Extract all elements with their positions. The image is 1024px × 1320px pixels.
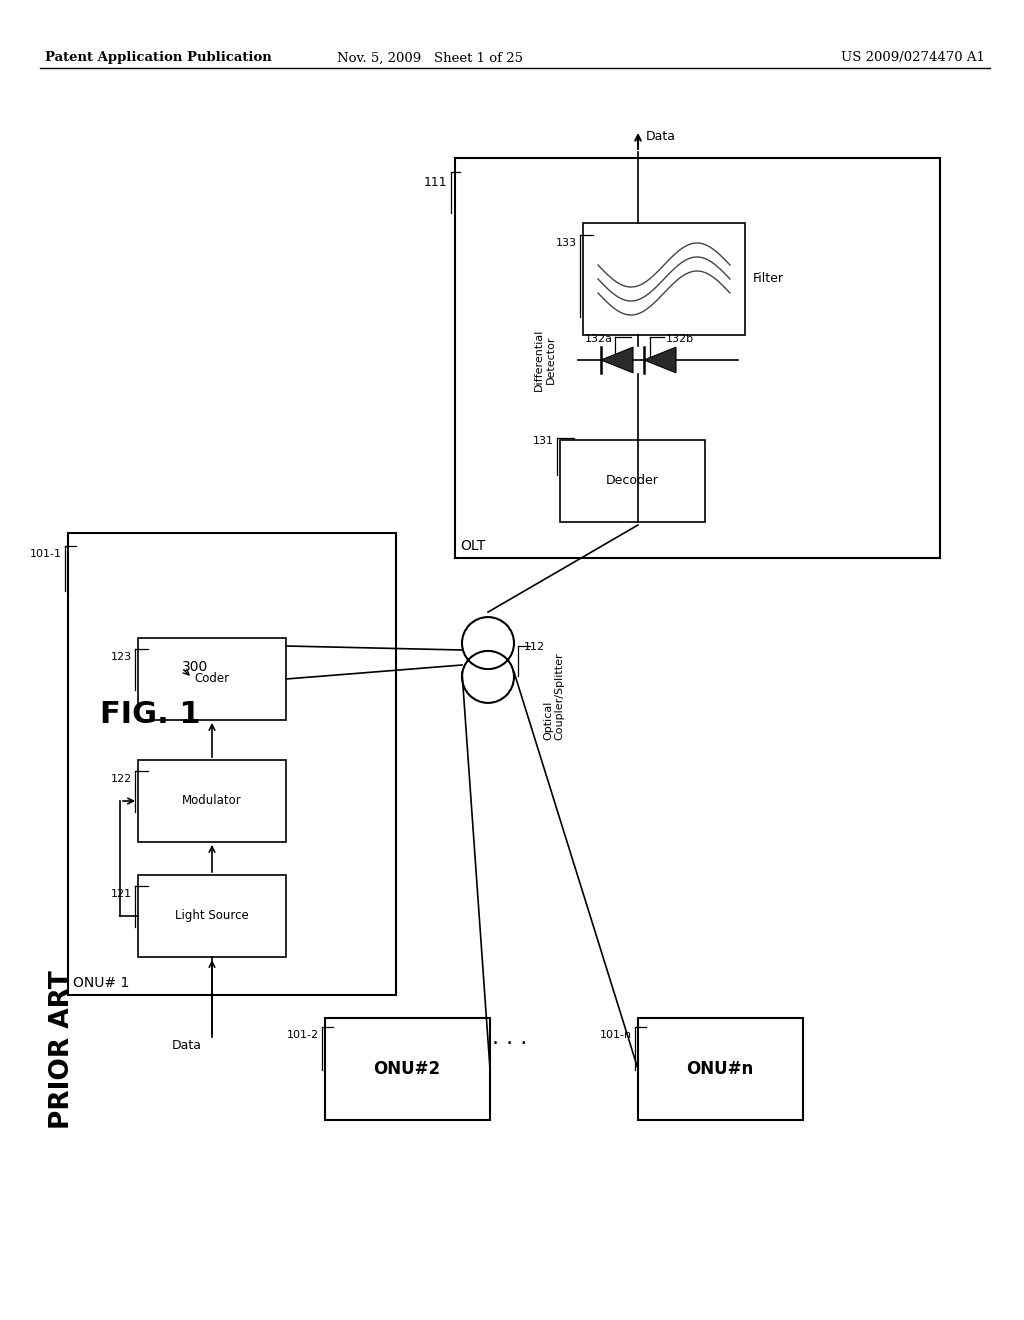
Text: ONU# 1: ONU# 1 (73, 975, 129, 990)
Polygon shape (601, 347, 633, 372)
Bar (68, 533, 396, 995)
Text: 121: 121 (111, 888, 132, 899)
Polygon shape (644, 347, 676, 372)
Text: 132b: 132b (666, 334, 694, 345)
Text: Modulator: Modulator (182, 795, 242, 808)
Bar (638, 1018, 803, 1119)
Text: Data: Data (172, 1039, 202, 1052)
Text: Patent Application Publication: Patent Application Publication (45, 51, 271, 65)
Bar (325, 1018, 490, 1119)
Text: 112: 112 (524, 642, 545, 652)
Text: 101-2: 101-2 (287, 1030, 319, 1040)
Bar (138, 875, 286, 957)
Text: 132a: 132a (585, 334, 613, 345)
Bar (455, 158, 940, 558)
Text: Light Source: Light Source (175, 909, 249, 923)
Text: 123: 123 (111, 652, 132, 663)
Bar (560, 440, 705, 521)
Text: US 2009/0274470 A1: US 2009/0274470 A1 (841, 51, 985, 65)
Text: 122: 122 (111, 774, 132, 784)
Text: 131: 131 (534, 436, 554, 446)
Text: ONU#2: ONU#2 (374, 1060, 440, 1078)
Text: 101-1: 101-1 (30, 549, 62, 558)
Text: ONU#n: ONU#n (686, 1060, 754, 1078)
Text: OLT: OLT (460, 539, 485, 553)
Text: Nov. 5, 2009   Sheet 1 of 25: Nov. 5, 2009 Sheet 1 of 25 (337, 51, 523, 65)
Text: 133: 133 (556, 238, 577, 248)
Text: Coder: Coder (195, 672, 229, 685)
Bar (138, 638, 286, 719)
Text: 300: 300 (182, 660, 208, 675)
Text: Differential
Detector: Differential Detector (535, 329, 556, 391)
Text: 111: 111 (423, 176, 447, 189)
Text: Data: Data (646, 131, 676, 144)
Bar (583, 223, 745, 335)
Text: FIG. 1: FIG. 1 (100, 700, 201, 729)
Text: . . .: . . . (493, 1028, 527, 1048)
Text: Optical
Coupler/Splitter: Optical Coupler/Splitter (543, 652, 564, 739)
Bar (138, 760, 286, 842)
Text: 101-n: 101-n (600, 1030, 632, 1040)
Text: PRIOR ART: PRIOR ART (49, 970, 75, 1130)
Text: Filter: Filter (753, 272, 784, 285)
Text: Decoder: Decoder (605, 474, 658, 487)
